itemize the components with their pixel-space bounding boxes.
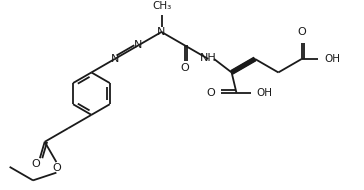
Text: NH: NH [200, 53, 217, 63]
Text: N: N [111, 54, 119, 64]
Text: N: N [157, 27, 166, 37]
Text: CH₃: CH₃ [152, 1, 171, 11]
Text: O: O [206, 88, 215, 98]
Text: OH: OH [256, 88, 272, 98]
Text: O: O [32, 159, 40, 169]
Text: O: O [297, 27, 306, 37]
Text: O: O [52, 163, 61, 173]
Text: OH: OH [324, 54, 340, 64]
Text: O: O [181, 63, 189, 73]
Text: N: N [134, 40, 142, 51]
